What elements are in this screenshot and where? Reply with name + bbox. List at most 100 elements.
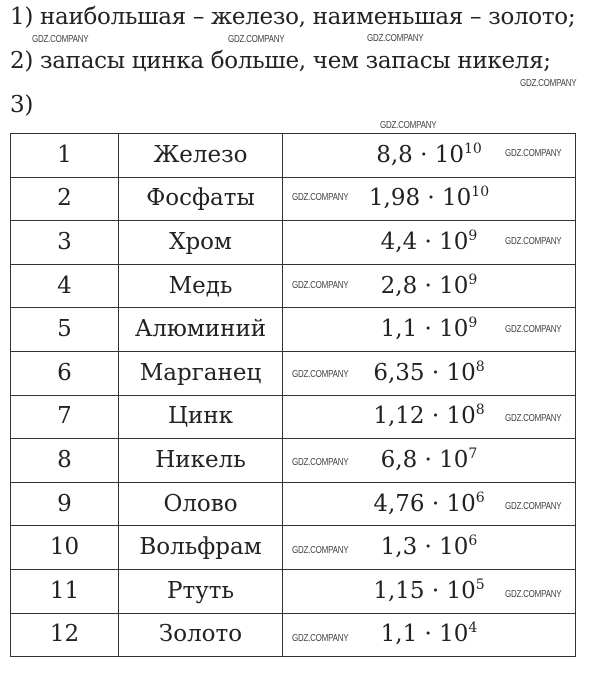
watermark: GDZ.COMPANY	[505, 148, 562, 159]
mantissa: 4,76	[373, 490, 425, 517]
exponent: 9	[468, 227, 478, 244]
mantissa: 6,8	[380, 446, 418, 473]
exponent: 10	[471, 184, 490, 201]
mantissa: 1,1	[380, 621, 418, 648]
exponent: 6	[468, 533, 478, 550]
reserve-value: 1,15 · 105	[282, 568, 576, 614]
exponent: 5	[475, 576, 485, 593]
row-number: 5	[10, 307, 119, 352]
exponent: 6	[475, 489, 485, 506]
table-row: 7 Цинк 1,12 · 108	[10, 394, 576, 440]
mantissa: 1,1	[380, 316, 418, 343]
watermark: GDZ.COMPANY	[292, 545, 349, 556]
table-row: 10 Вольфрам 1,3 · 106	[10, 525, 576, 570]
times-ten: · 10	[424, 446, 469, 473]
watermark: GDZ.COMPANY	[32, 34, 89, 45]
watermark: GDZ.COMPANY	[292, 633, 349, 644]
times-ten: · 10	[424, 316, 469, 343]
answer-3: 3)	[10, 92, 34, 118]
element-name: Ртуть	[118, 568, 283, 614]
watermark: GDZ.COMPANY	[505, 413, 562, 424]
exponent: 9	[468, 271, 478, 288]
table-row: 9 Олово 4,76 · 106	[10, 481, 576, 527]
times-ten: · 10	[427, 185, 472, 212]
times-ten: · 10	[424, 272, 469, 299]
row-number: 2	[10, 176, 119, 222]
element-name: Золото	[118, 612, 283, 658]
row-number: 12	[10, 612, 119, 658]
mantissa: 1,12	[373, 403, 425, 430]
table-row: 11 Ртуть 1,15 · 105	[10, 568, 576, 614]
row-number: 10	[10, 525, 119, 570]
exponent: 8	[475, 402, 485, 419]
element-name: Вольфрам	[118, 525, 283, 570]
watermark: GDZ.COMPANY	[367, 33, 424, 44]
reserve-value: 6,35 · 108	[282, 350, 576, 396]
row-number: 8	[10, 438, 119, 483]
element-name: Олово	[118, 481, 283, 527]
mantissa: 1,98	[368, 185, 421, 212]
watermark: GDZ.COMPANY	[292, 192, 349, 203]
times-ten: · 10	[431, 490, 476, 517]
reserve-value: 4,4 · 109	[282, 220, 576, 265]
exponent: 9	[468, 315, 478, 332]
row-number: 6	[10, 350, 119, 396]
element-name: Хром	[118, 220, 283, 265]
watermark: GDZ.COMPANY	[228, 34, 285, 45]
row-number: 9	[10, 481, 119, 527]
watermark: GDZ.COMPANY	[380, 120, 437, 131]
times-ten: · 10	[431, 359, 476, 386]
row-number: 11	[10, 568, 119, 614]
watermark: GDZ.COMPANY	[505, 501, 562, 512]
exponent: 4	[468, 620, 478, 637]
table-row: 5 Алюминий 1,1 · 109	[10, 307, 576, 352]
mantissa: 2,8	[380, 272, 418, 299]
mantissa: 8,8	[376, 141, 413, 168]
watermark: GDZ.COMPANY	[292, 280, 349, 291]
watermark: GDZ.COMPANY	[505, 589, 562, 600]
element-name: Алюминий	[118, 307, 283, 352]
element-name: Никель	[118, 438, 283, 483]
times-ten: · 10	[420, 141, 464, 168]
answer-2: 2) запасы цинка больше, чем запасы никел…	[10, 48, 551, 74]
times-ten: · 10	[431, 577, 476, 604]
reserve-value: 1,12 · 108	[282, 394, 576, 440]
reserve-value: 1,3 · 106	[282, 525, 576, 570]
row-number: 7	[10, 394, 119, 440]
exponent: 8	[475, 358, 485, 375]
watermark: GDZ.COMPANY	[520, 78, 577, 89]
reserves-table: 1 Железо 8,8 · 1010 2 Фосфаты 1,98 · 1010 3 Хро…	[10, 133, 576, 658]
watermark: GDZ.COMPANY	[292, 457, 349, 468]
exponent: 10	[463, 140, 482, 157]
mantissa: 4,4	[380, 228, 418, 255]
table-row: 12 Золото 1,1 · 104	[10, 612, 576, 658]
watermark: GDZ.COMPANY	[292, 369, 349, 380]
reserve-value: 1,1 · 104	[282, 612, 576, 658]
mantissa: 6,35	[373, 359, 425, 386]
times-ten: · 10	[424, 534, 469, 561]
row-number: 3	[10, 220, 119, 265]
element-name: Фосфаты	[118, 176, 283, 222]
times-ten: · 10	[431, 403, 476, 430]
mantissa: 1,3	[380, 534, 418, 561]
watermark: GDZ.COMPANY	[505, 324, 562, 335]
table-row: 2 Фосфаты 1,98 · 1010	[10, 176, 576, 222]
times-ten: · 10	[424, 621, 469, 648]
row-number: 4	[10, 263, 119, 309]
reserve-value: 2,8 · 109	[282, 263, 576, 309]
times-ten: · 10	[424, 228, 469, 255]
reserve-value: 8,8 · 1010	[282, 133, 576, 178]
exponent: 7	[468, 445, 478, 462]
reserve-value: 1,1 · 109	[282, 307, 576, 352]
table-row: 1 Железо 8,8 · 1010	[10, 133, 576, 178]
element-name: Марганец	[118, 350, 283, 396]
answer-1: 1) наибольшая – железо, наименьшая – зол…	[10, 4, 576, 30]
table-row: 3 Хром 4,4 · 109	[10, 220, 576, 265]
table-row: 4 Медь 2,8 · 109	[10, 263, 576, 309]
row-number: 1	[10, 133, 119, 178]
watermark: GDZ.COMPANY	[505, 236, 562, 247]
element-name: Цинк	[118, 394, 283, 440]
mantissa: 1,15	[373, 577, 425, 604]
element-name: Медь	[118, 263, 283, 309]
element-name: Железо	[118, 133, 283, 178]
